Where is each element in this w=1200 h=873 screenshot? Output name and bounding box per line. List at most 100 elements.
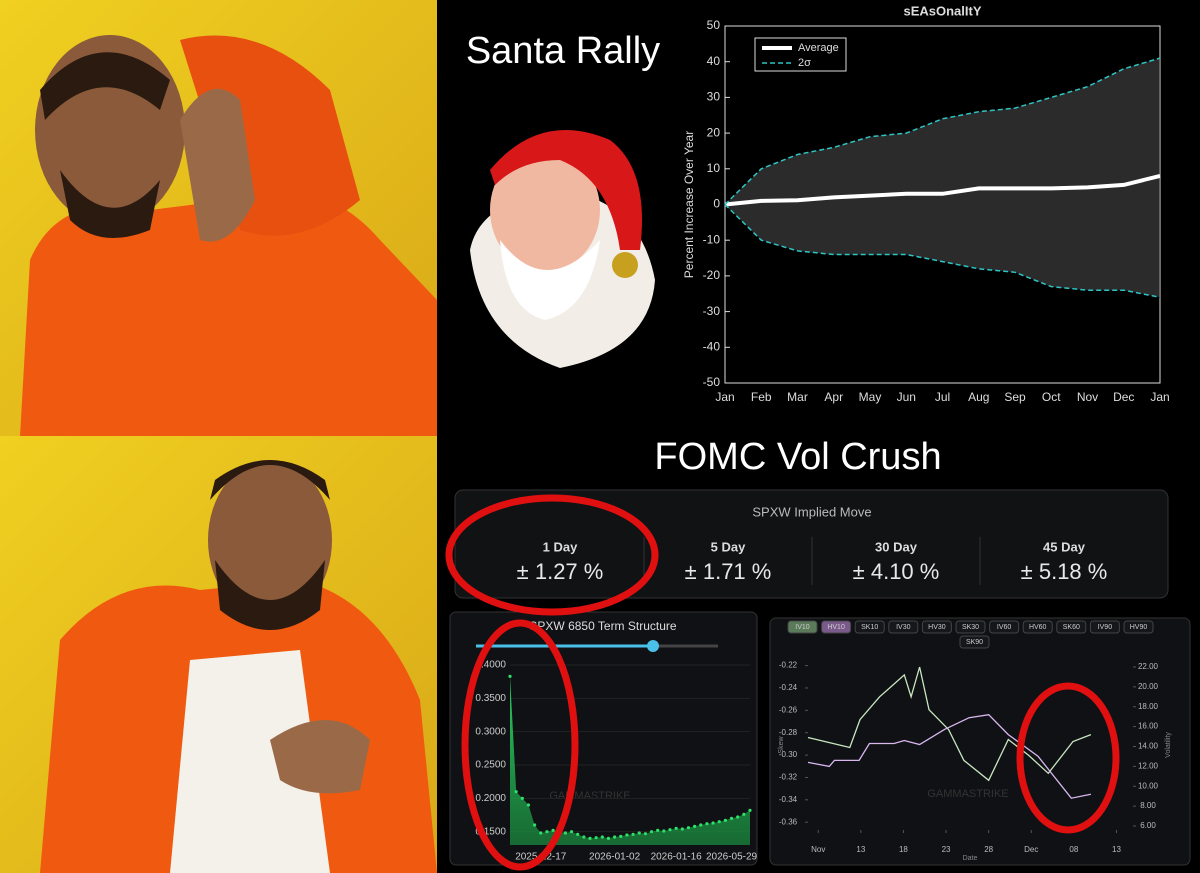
y-axis-label: Skew [778, 736, 785, 754]
x-tick-label: Sep [1004, 390, 1026, 404]
point [748, 808, 752, 812]
point [582, 835, 586, 839]
x-tick-label: May [859, 390, 882, 404]
toggle-button[interactable] [921, 620, 952, 634]
point [686, 826, 691, 830]
santa [470, 130, 655, 368]
toggle-button[interactable] [821, 620, 852, 634]
toggle-label: IV10 [795, 624, 810, 631]
toggle-button[interactable] [959, 635, 990, 649]
y-tick-label: -0.32 [779, 773, 798, 782]
move-value: ± 1.27 % [517, 559, 604, 584]
y2-tick-label: 16.00 [1138, 722, 1159, 731]
point [699, 823, 703, 827]
y-tick-label: -20 [703, 268, 721, 282]
toggle-button[interactable] [955, 620, 986, 634]
toggle-label: HV10 [827, 624, 845, 631]
x-tick-label: 18 [899, 845, 908, 854]
y-tick-label: 0.1500 [475, 826, 506, 837]
watermark: GAMMASTRIKE [927, 788, 1008, 800]
x-tick-label: 2026-05-29 [706, 852, 758, 863]
point [680, 827, 684, 831]
toggle-button[interactable] [1056, 620, 1087, 634]
sigma-band [725, 58, 1160, 298]
y-tick-label: -0.22 [779, 661, 798, 670]
implied-move-title: SPXW Implied Move [752, 504, 871, 519]
point [717, 820, 721, 824]
point [533, 823, 537, 827]
y-tick-label: 0.3000 [475, 726, 506, 737]
point [693, 824, 697, 828]
chart-title: sEAsOnalItY [903, 3, 981, 18]
y-tick-label: 0.2500 [475, 760, 506, 771]
toggle-label: IV90 [1098, 624, 1113, 631]
y-tick-label: 10 [707, 161, 721, 175]
red-circles [445, 494, 1120, 871]
x-tick-label: Mar [787, 390, 808, 404]
point [520, 796, 524, 800]
point [606, 836, 611, 840]
move-value: ± 4.10 % [853, 559, 940, 584]
toggle-label: HV30 [928, 624, 946, 631]
toggle-label: SK90 [966, 639, 983, 646]
y-tick-label: -0.28 [779, 728, 798, 737]
point [619, 834, 623, 838]
y-tick-label: 50 [707, 18, 721, 32]
y-tick-label: -0.24 [779, 683, 798, 692]
point [723, 818, 727, 822]
toggle-button[interactable] [888, 620, 919, 634]
point [594, 836, 598, 840]
y-tick-label: -0.30 [779, 750, 798, 759]
watermark: GAMMASTRIKE [549, 790, 630, 802]
x-tick-label: Dec [1113, 390, 1134, 404]
y-tick-label: -50 [703, 375, 721, 389]
skew-panel [769, 617, 1191, 866]
toggle-button[interactable] [989, 620, 1020, 634]
point [508, 674, 512, 678]
y-tick-label: 0.2000 [475, 793, 506, 804]
point [742, 812, 746, 816]
y-tick-label: -0.26 [779, 705, 798, 714]
point [668, 828, 672, 832]
y2-tick-label: 6.00 [1140, 821, 1156, 830]
x-tick-label: 08 [1069, 845, 1078, 854]
toggle-button[interactable] [854, 620, 885, 634]
point [539, 831, 543, 835]
toggle-button[interactable] [1022, 620, 1053, 634]
series-line [724, 173, 1161, 207]
x-tick-label: Oct [1042, 390, 1061, 404]
y-tick-label: -30 [703, 304, 721, 318]
point [662, 829, 666, 833]
x-axis-label: Date [963, 855, 978, 862]
point [545, 830, 549, 834]
toggle-label: HV90 [1130, 624, 1148, 631]
toggle-button[interactable] [1123, 620, 1154, 634]
area [510, 676, 750, 845]
y2-axis-label: Volatility [1165, 732, 1172, 758]
y2-tick-label: 8.00 [1140, 801, 1156, 810]
point [631, 832, 635, 836]
legend-label: Average [798, 42, 839, 54]
legend-label: 2σ [798, 57, 811, 69]
bottom-caption: FOMC Vol Crush [654, 436, 941, 478]
toggle-button[interactable] [787, 620, 818, 634]
point [563, 831, 567, 835]
slider-knob[interactable] [647, 640, 659, 652]
point [711, 821, 715, 825]
point [674, 826, 678, 830]
x-tick-label: Jan [1150, 390, 1169, 404]
y-tick-label: 30 [707, 90, 721, 104]
y2-tick-label: 22.00 [1138, 662, 1159, 671]
toggle-label: SK10 [861, 624, 878, 631]
point [569, 830, 574, 834]
point [526, 803, 531, 807]
legend-box [754, 37, 847, 72]
toggle-button[interactable] [1089, 620, 1120, 634]
point [649, 830, 654, 834]
move-label: 1 Day [543, 539, 578, 554]
point [551, 828, 555, 832]
series-line [724, 203, 1161, 299]
x-tick-label: 23 [942, 845, 951, 854]
point [613, 835, 617, 839]
x-tick-label: 2026-01-02 [589, 852, 641, 863]
